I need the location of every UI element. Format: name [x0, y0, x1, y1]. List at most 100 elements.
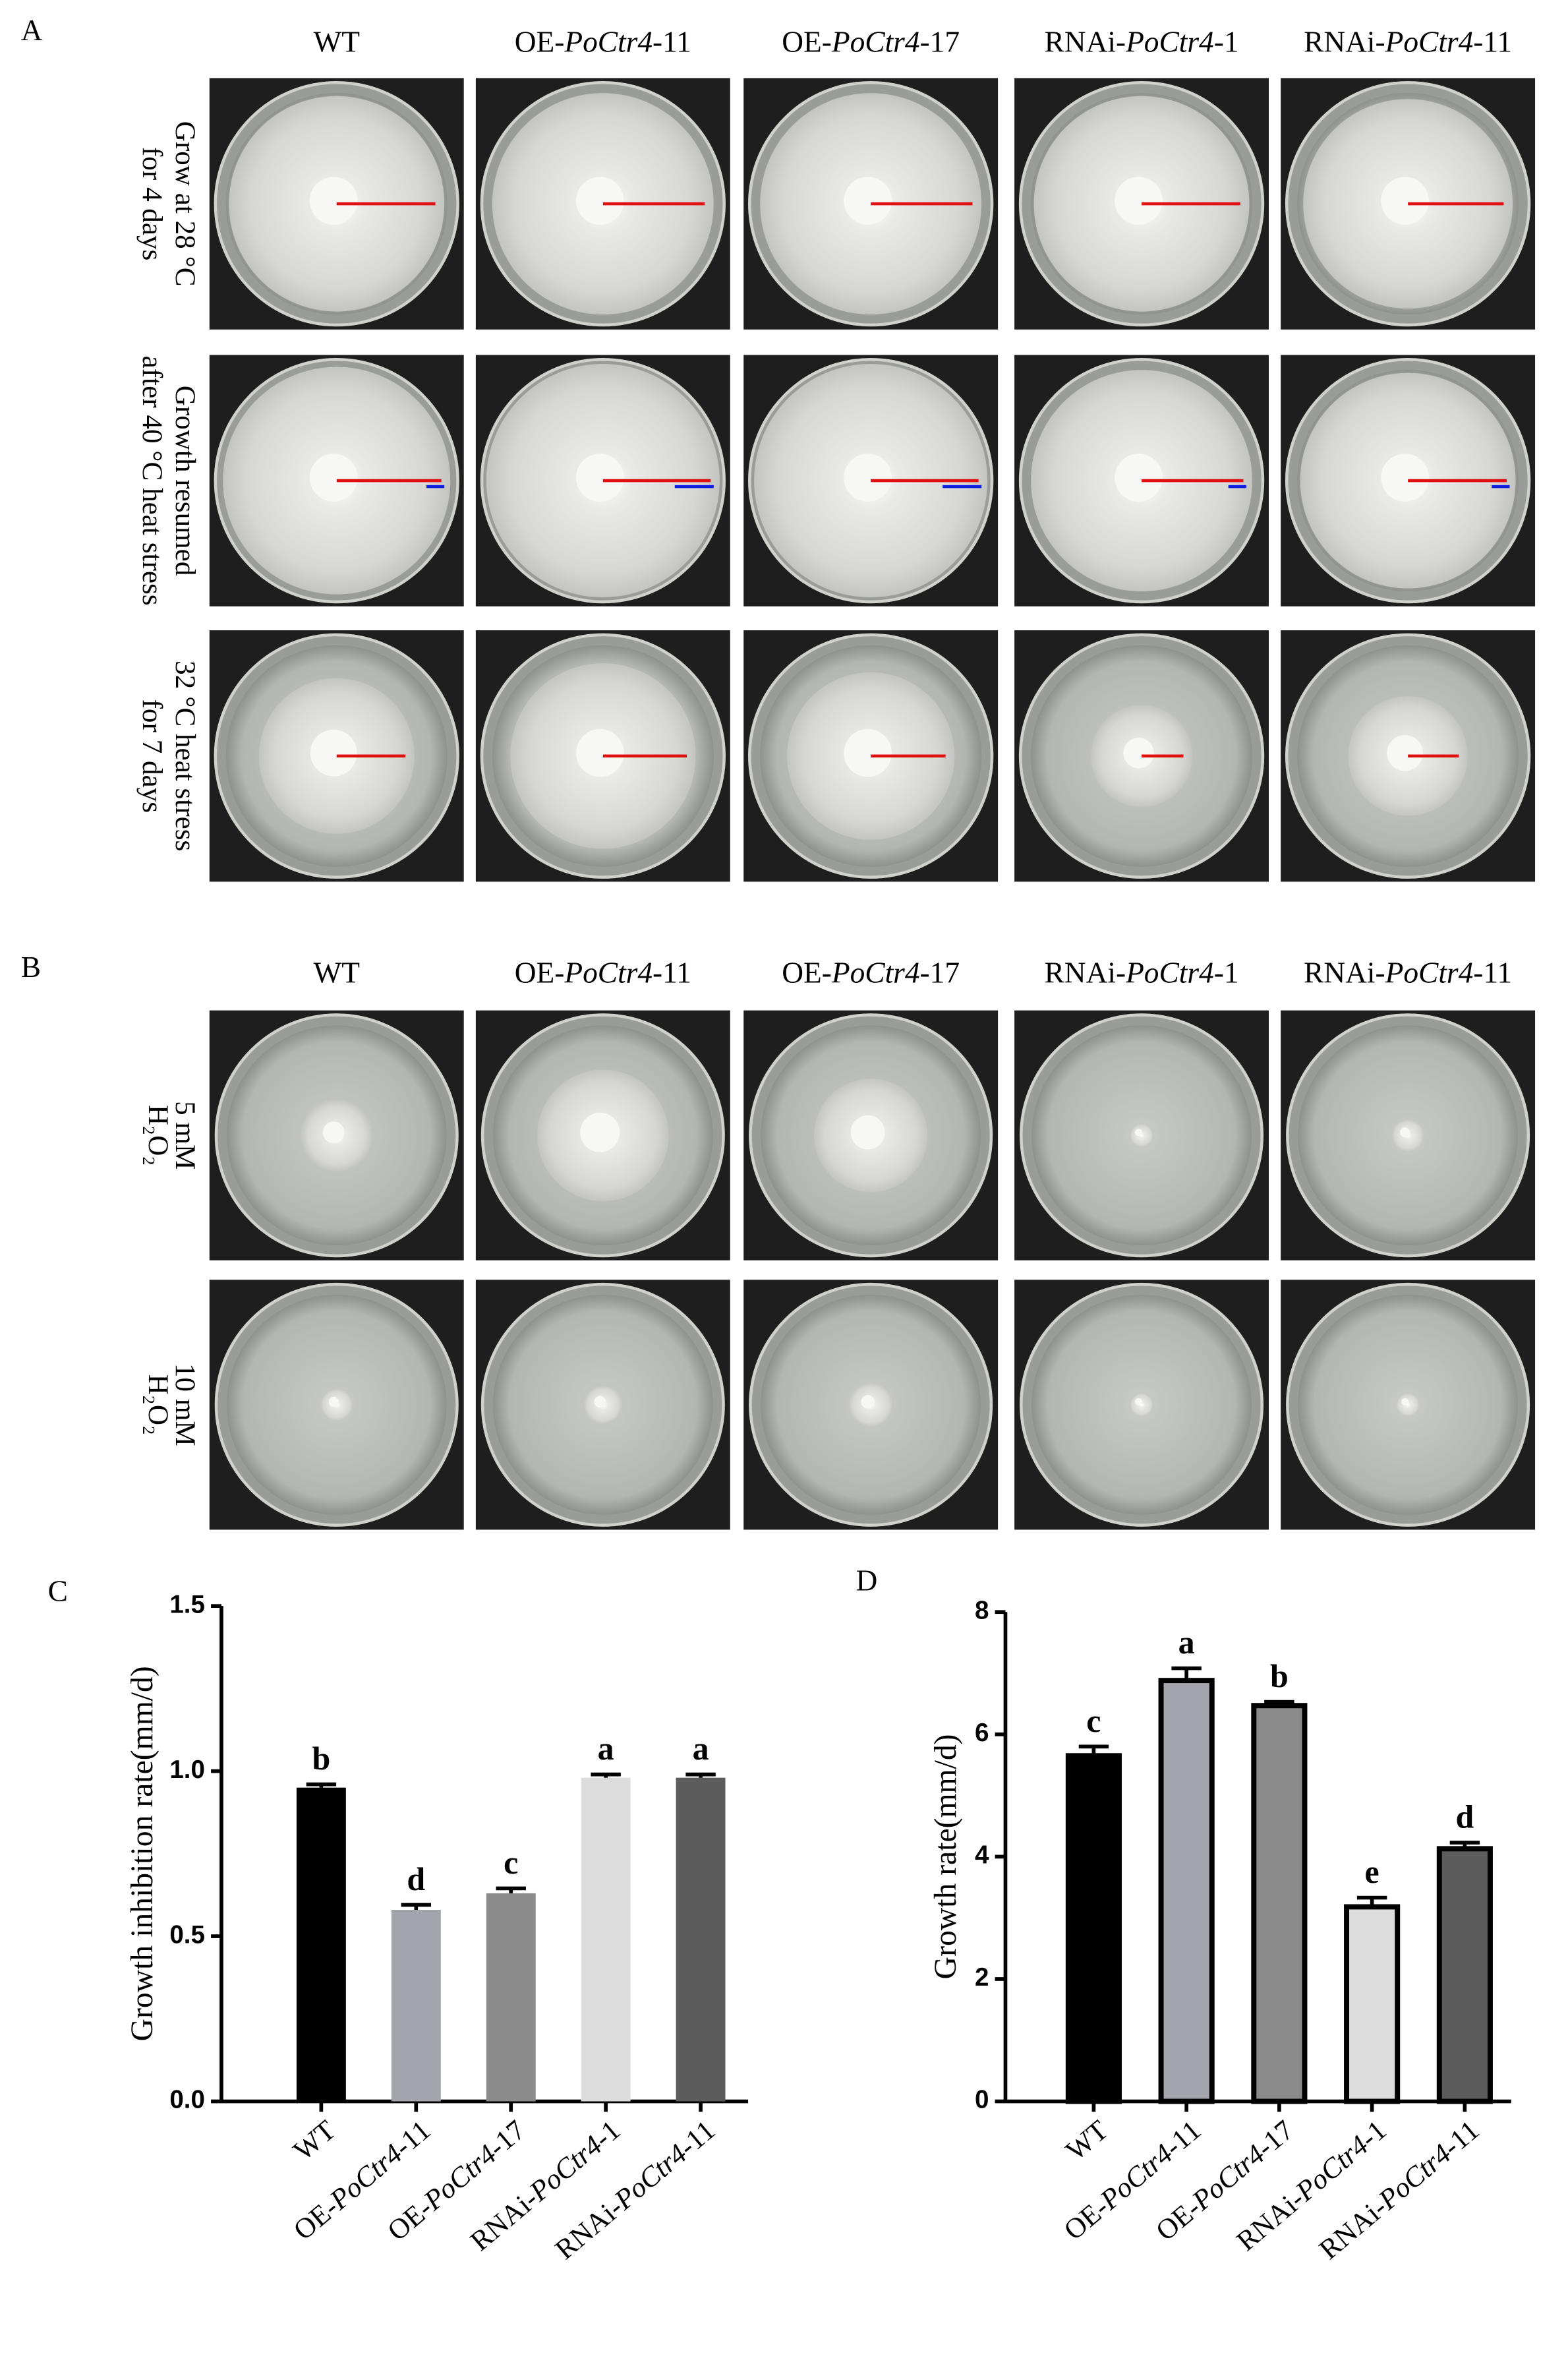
- y-tick-label: 1.5: [169, 1590, 205, 1618]
- label-part: OE-: [782, 26, 832, 59]
- y-tick-label: 8: [975, 1596, 989, 1624]
- label-part: PoCtr4: [831, 957, 920, 990]
- label-part: PoCtr4: [1372, 2139, 1457, 2216]
- label-part: RNAi-: [1231, 2183, 1310, 2257]
- label-part: -17: [920, 26, 960, 59]
- panel-label: A: [21, 14, 43, 47]
- row-label: Grow at 28 °C: [169, 121, 200, 287]
- bar: [1344, 1904, 1401, 2104]
- column-header: OE-PoCtr4-17: [782, 957, 960, 990]
- y-tick-label: 0.5: [169, 1920, 205, 1949]
- label-part: -17: [920, 957, 960, 990]
- label-part: RNAi-: [1045, 957, 1126, 990]
- significance-letter: d: [1455, 1798, 1474, 1835]
- significance-letter: c: [504, 1844, 518, 1881]
- bar: [1436, 1846, 1493, 2104]
- bar: [391, 1909, 441, 2102]
- inoculum: [575, 454, 624, 502]
- bar: [1065, 1753, 1122, 2104]
- label-part: WT: [288, 2115, 342, 2167]
- significance-letter: a: [693, 1730, 709, 1767]
- x-tick-label: RNAi-PoCtr4-11: [1314, 2115, 1485, 2266]
- label-part: PoCtr4: [1385, 957, 1474, 990]
- label-part: RNAi-: [1314, 2192, 1393, 2265]
- label-part: PoCtr4: [564, 957, 653, 990]
- y-tick-label: 6: [975, 1719, 989, 1747]
- bar: [296, 1787, 346, 2102]
- significance-letter: d: [407, 1860, 425, 1897]
- inoculum: [1115, 177, 1163, 225]
- label-part: PoCtr4: [608, 2139, 693, 2216]
- row-label: 10 mM: [169, 1363, 200, 1446]
- inoculum: [1400, 1127, 1410, 1138]
- inoculum: [1135, 1129, 1142, 1137]
- label-part: WT: [1060, 2115, 1115, 2167]
- column-header: RNAi-PoCtr4-1: [1045, 957, 1239, 990]
- row-label: after 40 °C heat stress: [136, 356, 167, 606]
- inoculum: [861, 1395, 875, 1409]
- column-header: RNAi-PoCtr4-1: [1045, 26, 1239, 59]
- inoculum: [844, 728, 892, 777]
- colony: [1129, 1123, 1154, 1148]
- y-tick-label: 1.0: [169, 1756, 205, 1784]
- significance-letter: b: [312, 1740, 330, 1777]
- y-tick-label: 0.0: [169, 2086, 205, 2114]
- y-tick-label: 2: [975, 1963, 989, 1992]
- x-tick-label: RNAi-PoCtr4-11: [550, 2115, 721, 2266]
- column-header: WT: [313, 26, 360, 59]
- inoculum: [575, 177, 624, 225]
- significance-letter: a: [1178, 1624, 1195, 1661]
- panel-label: C: [48, 1574, 68, 1607]
- inoculum: [580, 1112, 620, 1152]
- significance-letter: a: [598, 1730, 614, 1767]
- label-part: PoCtr4: [1125, 957, 1214, 990]
- label-part: -1: [1214, 26, 1239, 59]
- row-label: Growth resumed: [169, 386, 200, 576]
- label-part: OE-: [515, 26, 565, 59]
- label-part: PoCtr4: [1125, 26, 1214, 59]
- label-part: RNAi-: [550, 2192, 629, 2265]
- label-part: RNAi-: [465, 2183, 544, 2257]
- label-part: PoCtr4: [831, 26, 920, 59]
- significance-letter: c: [1086, 1702, 1101, 1739]
- label-part: -11: [1473, 26, 1512, 59]
- label-part: PoCtr4: [1186, 2139, 1271, 2217]
- label-part: -11: [653, 26, 691, 59]
- label-part: -11: [653, 957, 691, 990]
- inoculum: [1401, 1398, 1409, 1406]
- label-part: WT: [313, 26, 360, 59]
- colony: [1129, 1392, 1154, 1417]
- label-part: RNAi-: [1045, 26, 1126, 59]
- label-part: RNAi-: [1304, 957, 1385, 990]
- row-label: for 4 days: [136, 147, 167, 260]
- column-header: WT: [313, 957, 360, 990]
- y-axis-label: Growth inhibition rate(mm/d): [125, 1666, 160, 2041]
- y-axis-label: Growth rate(mm/d): [929, 1734, 963, 1979]
- significance-letter: e: [1365, 1853, 1379, 1890]
- row-label: 5 mM: [169, 1101, 200, 1169]
- row-label: 32 °C heat stress: [169, 661, 200, 851]
- inoculum: [310, 729, 357, 777]
- label-part: OE-: [782, 957, 832, 990]
- label-part: PoCtr4: [418, 2139, 502, 2217]
- bar: [676, 1777, 726, 2102]
- inoculum: [1387, 734, 1423, 771]
- column-header: OE-PoCtr4-11: [515, 26, 691, 59]
- colony: [1395, 1392, 1420, 1417]
- panel-label: B: [21, 951, 41, 984]
- label-part: PoCtr4: [324, 2139, 408, 2216]
- bar: [486, 1893, 536, 2102]
- inoculum: [309, 177, 358, 225]
- bar: [1251, 1703, 1308, 2104]
- column-header: OE-PoCtr4-11: [515, 957, 691, 990]
- label-part: PoCtr4: [1385, 26, 1474, 59]
- row-label: H₂O₂: [142, 1105, 173, 1166]
- row-label: H₂O₂: [142, 1375, 173, 1435]
- label-part: PoCtr4: [564, 26, 653, 59]
- label-part: -1: [1214, 957, 1239, 990]
- inoculum: [844, 454, 892, 502]
- inoculum: [1381, 177, 1429, 225]
- inoculum: [850, 1115, 885, 1150]
- bar: [1158, 1678, 1215, 2104]
